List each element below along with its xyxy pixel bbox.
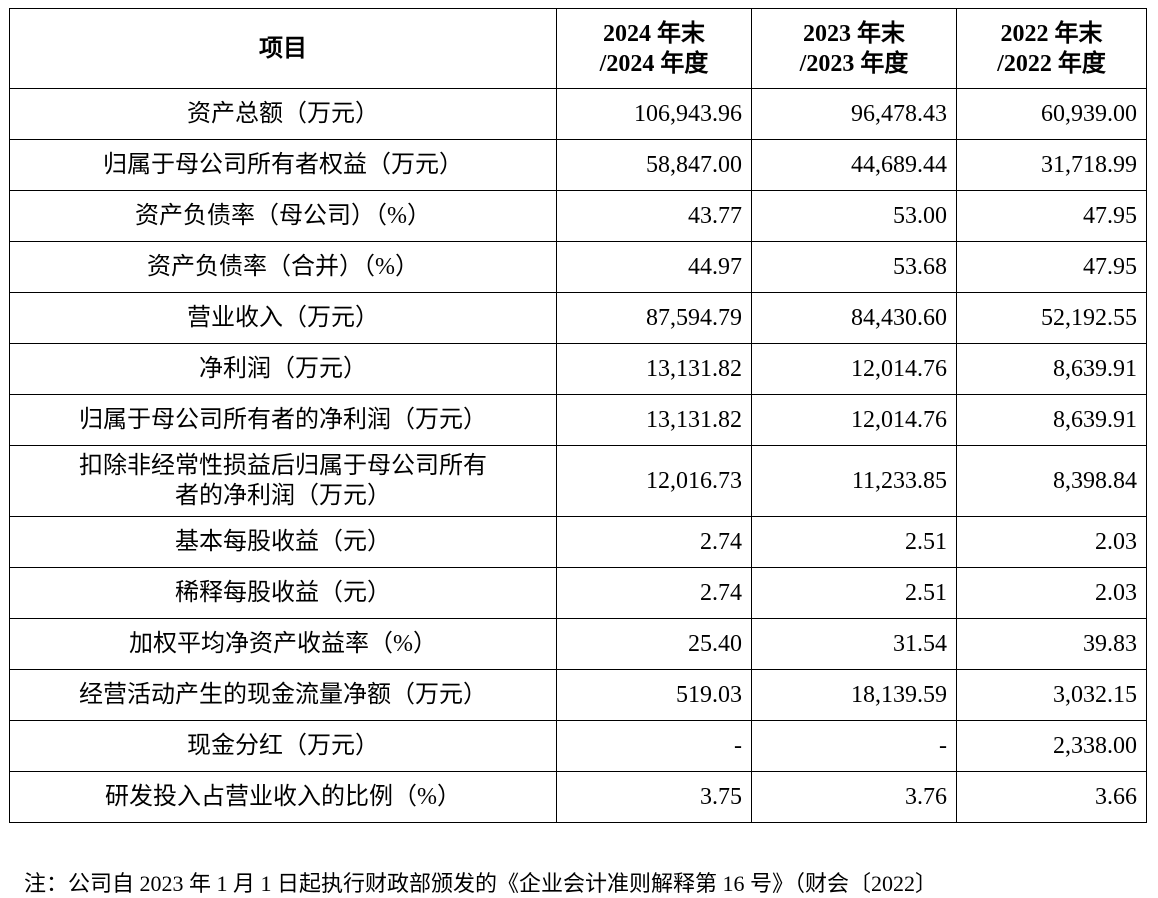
- value-2022: 2.03: [956, 567, 1147, 619]
- value-2022: 3,032.15: [956, 669, 1147, 721]
- value-2024: -: [556, 720, 752, 772]
- value-2024: 2.74: [556, 567, 752, 619]
- table-row: 归属于母公司所有者的净利润（万元） 13,131.82 12,014.76 8,…: [9, 394, 1147, 446]
- header-2022: 2022 年末 /2022 年度: [956, 8, 1147, 89]
- value-2024: 58,847.00: [556, 139, 752, 191]
- value-2023: 2.51: [751, 516, 957, 568]
- header-2022-line2: /2022 年度: [997, 50, 1106, 77]
- value-2023: 12,014.76: [751, 343, 957, 395]
- table-header-row: 项目 2024 年末 /2024 年度 2023 年末 /2023 年度 202…: [9, 8, 1147, 89]
- header-item: 项目: [9, 8, 557, 89]
- value-2023: 53.00: [751, 190, 957, 242]
- value-2022: 8,398.84: [956, 445, 1147, 517]
- table-row: 营业收入（万元） 87,594.79 84,430.60 52,192.55: [9, 292, 1147, 344]
- value-2024: 44.97: [556, 241, 752, 293]
- row-label: 资产负债率（合并）（%）: [9, 241, 557, 293]
- table-row: 归属于母公司所有者权益（万元） 58,847.00 44,689.44 31,7…: [9, 139, 1147, 191]
- header-2024: 2024 年末 /2024 年度: [556, 8, 752, 89]
- value-2023: 31.54: [751, 618, 957, 670]
- row-label: 归属于母公司所有者的净利润（万元）: [9, 394, 557, 446]
- value-2023: 84,430.60: [751, 292, 957, 344]
- value-2022: 2,338.00: [956, 720, 1147, 772]
- value-2022: 31,718.99: [956, 139, 1147, 191]
- table-row: 经营活动产生的现金流量净额（万元） 519.03 18,139.59 3,032…: [9, 669, 1147, 721]
- header-2024-line2: /2024 年度: [599, 50, 709, 77]
- value-2023: 44,689.44: [751, 139, 957, 191]
- row-label: 归属于母公司所有者权益（万元）: [9, 139, 557, 191]
- header-2022-line1: 2022 年末: [1000, 20, 1103, 47]
- header-2024-line1: 2024 年末: [603, 20, 705, 47]
- value-2022: 52,192.55: [956, 292, 1147, 344]
- value-2024: 25.40: [556, 618, 752, 670]
- value-2022: 8,639.91: [956, 394, 1147, 446]
- header-2023-line1: 2023 年末: [803, 20, 905, 47]
- value-2024: 13,131.82: [556, 343, 752, 395]
- table-row: 资产负债率（合并）（%） 44.97 53.68 47.95: [9, 241, 1147, 293]
- value-2024: 519.03: [556, 669, 752, 721]
- row-label: 扣除非经常性损益后归属于母公司所有 者的净利润（万元）: [9, 445, 557, 517]
- table-row: 现金分红（万元） - - 2,338.00: [9, 720, 1147, 772]
- value-2023: 12,014.76: [751, 394, 957, 446]
- row-label: 净利润（万元）: [9, 343, 557, 395]
- table-row: 研发投入占营业收入的比例（%） 3.75 3.76 3.66: [9, 771, 1147, 823]
- row-label-line1: 扣除非经常性损益后归属于母公司所有: [79, 453, 487, 479]
- row-label: 加权平均净资产收益率（%）: [9, 618, 557, 670]
- table-row: 加权平均净资产收益率（%） 25.40 31.54 39.83: [9, 618, 1147, 670]
- row-label-line2: 者的净利润（万元）: [175, 483, 391, 509]
- table-row: 扣除非经常性损益后归属于母公司所有 者的净利润（万元） 12,016.73 11…: [9, 445, 1147, 517]
- value-2024: 2.74: [556, 516, 752, 568]
- value-2023: 53.68: [751, 241, 957, 293]
- value-2022: 60,939.00: [956, 88, 1147, 140]
- value-2023: -: [751, 720, 957, 772]
- row-label: 经营活动产生的现金流量净额（万元）: [9, 669, 557, 721]
- table-row: 资产负债率（母公司）（%） 43.77 53.00 47.95: [9, 190, 1147, 242]
- row-label: 稀释每股收益（元）: [9, 567, 557, 619]
- financial-data-table: 项目 2024 年末 /2024 年度 2023 年末 /2023 年度 202…: [9, 8, 1147, 823]
- value-2022: 47.95: [956, 190, 1147, 242]
- table-row: 稀释每股收益（元） 2.74 2.51 2.03: [9, 567, 1147, 619]
- value-2024: 43.77: [556, 190, 752, 242]
- header-2023: 2023 年末 /2023 年度: [751, 8, 957, 89]
- value-2024: 106,943.96: [556, 88, 752, 140]
- value-2024: 3.75: [556, 771, 752, 823]
- value-2022: 39.83: [956, 618, 1147, 670]
- value-2023: 2.51: [751, 567, 957, 619]
- row-label: 资产总额（万元）: [9, 88, 557, 140]
- value-2024: 12,016.73: [556, 445, 752, 517]
- table-row: 净利润（万元） 13,131.82 12,014.76 8,639.91: [9, 343, 1147, 395]
- value-2022: 47.95: [956, 241, 1147, 293]
- value-2023: 11,233.85: [751, 445, 957, 517]
- value-2022: 3.66: [956, 771, 1147, 823]
- value-2024: 87,594.79: [556, 292, 752, 344]
- header-2023-line2: /2023 年度: [799, 50, 909, 77]
- value-2022: 2.03: [956, 516, 1147, 568]
- value-2023: 96,478.43: [751, 88, 957, 140]
- row-label: 基本每股收益（元）: [9, 516, 557, 568]
- value-2023: 18,139.59: [751, 669, 957, 721]
- value-2022: 8,639.91: [956, 343, 1147, 395]
- row-label: 营业收入（万元）: [9, 292, 557, 344]
- row-label: 研发投入占营业收入的比例（%）: [9, 771, 557, 823]
- row-label: 现金分红（万元）: [9, 720, 557, 772]
- table-row: 资产总额（万元） 106,943.96 96,478.43 60,939.00: [9, 88, 1147, 140]
- value-2023: 3.76: [751, 771, 957, 823]
- table-row: 基本每股收益（元） 2.74 2.51 2.03: [9, 516, 1147, 568]
- footnote: 注：公司自 2023 年 1 月 1 日起执行财政部颁发的《企业会计准则解释第 …: [24, 871, 938, 896]
- value-2024: 13,131.82: [556, 394, 752, 446]
- row-label: 资产负债率（母公司）（%）: [9, 190, 557, 242]
